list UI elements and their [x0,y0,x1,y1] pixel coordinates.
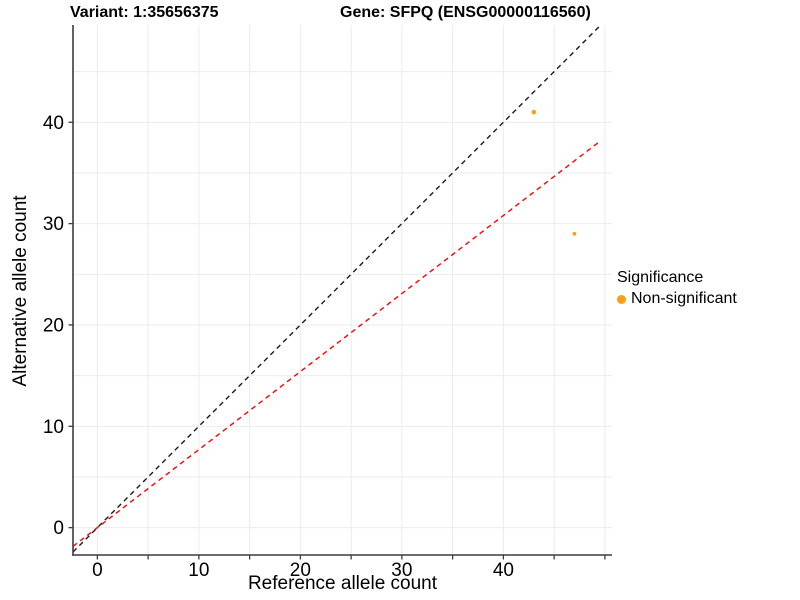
y-tick-label: 40 [43,113,64,134]
x-tick-label: 0 [92,560,103,581]
x-tick-label: 30 [391,560,412,581]
data-point [572,231,577,236]
x-tick-label: 10 [188,560,209,581]
data-point [531,109,537,115]
x-tick-label: 40 [493,560,514,581]
expected-ratio-line [73,141,600,547]
legend-item-label: Non-significant [631,290,737,307]
identity-line [73,25,602,553]
legend-title: Significance [617,269,704,286]
x-tick-label: 20 [290,560,311,581]
x-axis-title: Reference allele count [247,573,438,594]
y-tick-label: 30 [43,214,64,235]
gene-title: Gene: SFPQ (ENSG00000116560) [340,4,591,21]
y-tick-label: 0 [53,518,64,539]
legend: Significance Non-significant [617,269,737,308]
point-swatch-icon [617,294,626,304]
y-tick-label: 20 [43,315,64,336]
variant-title: Variant: 1:35656375 [70,4,219,21]
legend-item: Non-significant [617,290,737,308]
y-tick-label: 10 [43,417,64,438]
